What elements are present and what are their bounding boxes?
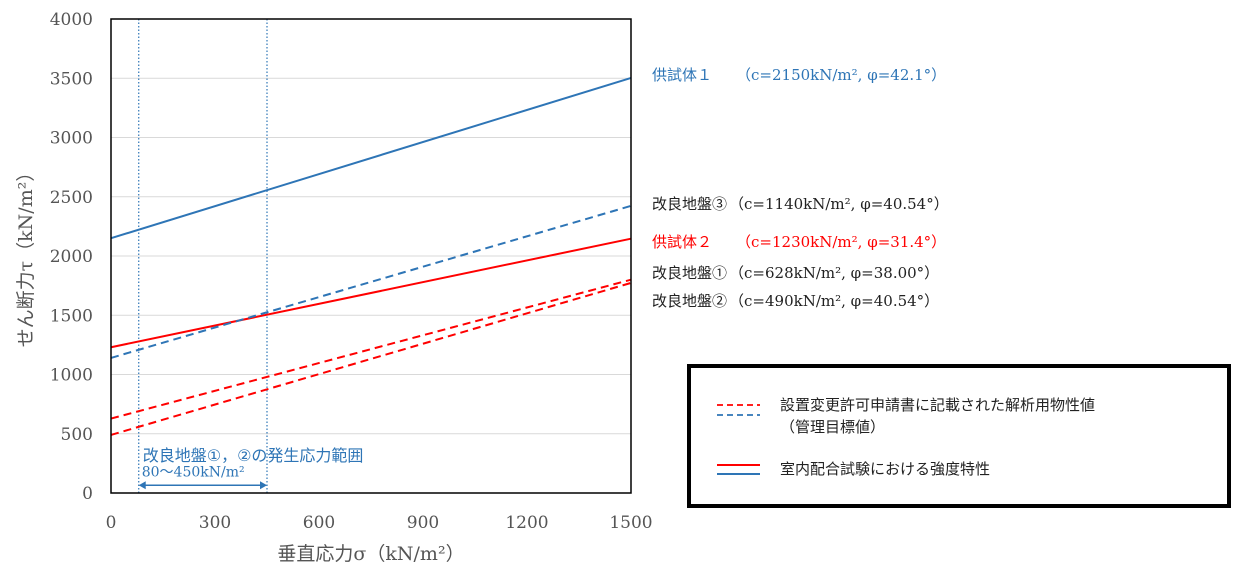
grid — [111, 77, 631, 435]
series-labels: 供試体１ （c=2150kN/m², φ=42.1°） 改良地盤③ （c=1140kN… — [652, 66, 949, 310]
series-name: 供試体２ — [652, 233, 712, 251]
plot-area-frame — [110, 18, 632, 494]
series-name: 供試体１ — [652, 66, 712, 84]
series-params: （c=1140kN/m², φ=40.54°） — [729, 195, 949, 213]
range-sublabel: 80～450kN/m² — [142, 464, 245, 480]
x-tick-label: 900 — [407, 513, 439, 533]
range-arrow-right-head — [260, 481, 267, 490]
series-label-5: 改良地盤② （c=490kN/m², φ=40.54°） — [652, 292, 939, 310]
y-tick-label: 4000 — [50, 10, 93, 30]
y-axis-title: せん断力τ（kN/m²） — [15, 163, 37, 348]
legend-text: 室内配合試験における強度特性 — [780, 460, 990, 478]
x-axis-title: 垂直応力σ（kN/m²） — [277, 543, 464, 565]
series-line-3 — [110, 237, 632, 349]
series-label-2: 改良地盤③ （c=1140kN/m², φ=40.54°） — [652, 195, 949, 213]
legend-frame — [687, 364, 1231, 508]
x-tick-label: 1500 — [609, 513, 652, 533]
series-params: （c=628kN/m², φ=38.00°） — [729, 264, 939, 282]
series-line-1 — [110, 76, 632, 240]
range-arrow-left-head — [138, 481, 146, 490]
series-label-1: 供試体１ （c=2150kN/m², φ=42.1°） — [652, 66, 946, 84]
series-params: （c=2150kN/m², φ=42.1°） — [736, 66, 946, 84]
series-line-4 — [110, 278, 632, 420]
x-tick-label: 1200 — [505, 513, 548, 533]
range-label: 改良地盤①，②の発生応力範囲 — [143, 446, 364, 465]
series-line-5 — [110, 281, 632, 436]
legend: 設置変更許可申請書に記載された解析用物性値 （管理目標値） 室内配合試験における強度… — [687, 364, 1231, 508]
legend-text: 設置変更許可申請書に記載された解析用物性値 — [780, 396, 1095, 414]
axis-ticks: 0 500 1000 1500 2000 2500 3000 3500 4000 0 300 600 9… — [50, 10, 653, 533]
x-tick-label: 600 — [303, 513, 335, 533]
y-tick-label: 1000 — [50, 366, 93, 386]
series-label-4: 改良地盤① （c=628kN/m², φ=38.00°） — [652, 264, 939, 282]
series-params: （c=1230kN/m², φ=31.4°） — [736, 233, 946, 251]
series-line-2 — [110, 204, 632, 359]
y-tick-label: 1500 — [50, 306, 93, 326]
y-tick-label: 3000 — [50, 129, 93, 149]
series-name: 改良地盤② — [652, 292, 727, 310]
y-tick-label: 0 — [82, 484, 93, 504]
y-tick-label: 2500 — [50, 188, 93, 208]
series-lines — [110, 76, 632, 436]
x-tick-label: 0 — [106, 513, 117, 533]
y-tick-label: 3500 — [50, 69, 93, 89]
series-label-3: 供試体２ （c=1230kN/m², φ=31.4°） — [652, 233, 946, 251]
y-tick-label: 2000 — [50, 247, 93, 267]
series-params: （c=490kN/m², φ=40.54°） — [729, 292, 939, 310]
series-name: 改良地盤① — [652, 264, 727, 282]
y-tick-label: 500 — [61, 425, 93, 445]
legend-text: （管理目標値） — [780, 418, 885, 436]
series-name: 改良地盤③ — [652, 195, 727, 213]
x-tick-label: 300 — [199, 513, 231, 533]
